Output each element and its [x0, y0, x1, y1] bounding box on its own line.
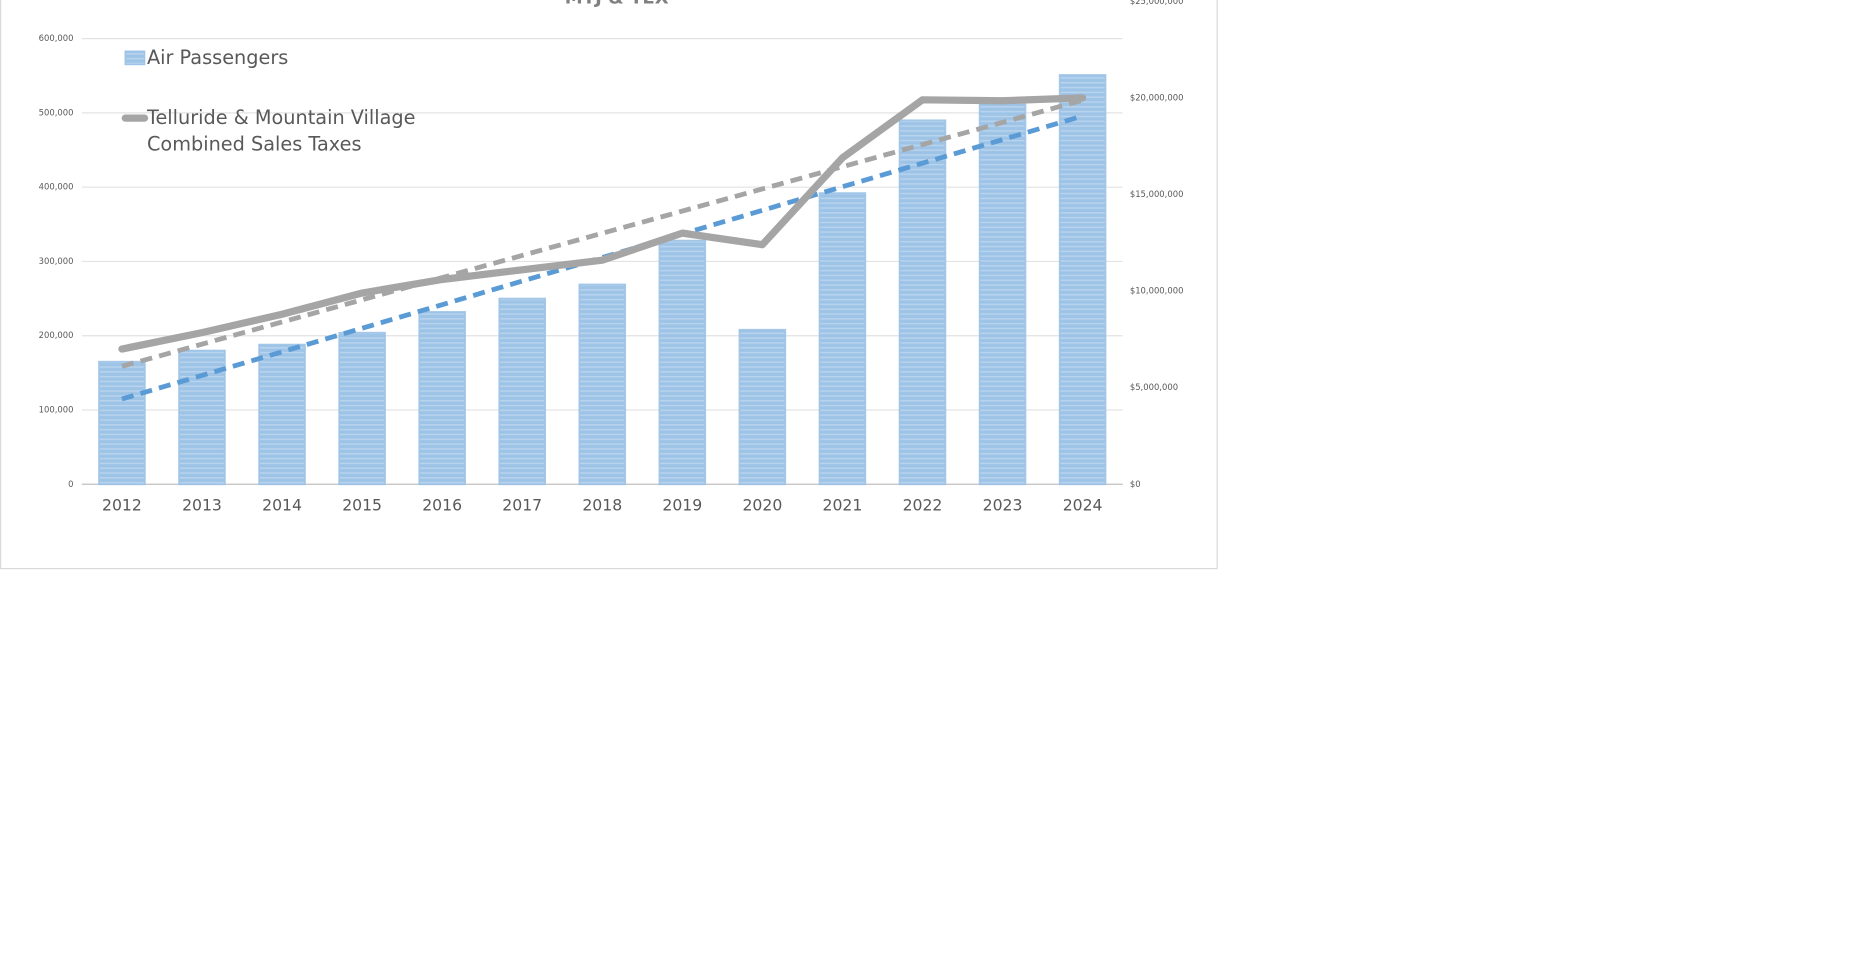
- bar: [578, 283, 627, 486]
- y-tick-label: 600,000: [39, 33, 74, 43]
- x-tick-label: 2015: [342, 495, 382, 514]
- bar: [498, 297, 546, 486]
- bar: [898, 119, 947, 486]
- legend-item: Air Passengers: [124, 45, 289, 69]
- x-tick-label: 2024: [1063, 495, 1103, 514]
- legend-label: Telluride & Mountain Village Combined Sa…: [146, 106, 416, 156]
- bar: [418, 311, 466, 486]
- x-tick-label: 2022: [903, 495, 943, 514]
- y-tick-label: 500,000: [39, 107, 74, 117]
- bar: [658, 239, 707, 486]
- x-tick-label: 2017: [502, 495, 542, 514]
- x-tick-label: 2019: [662, 495, 702, 514]
- legend-text: Air Passengers: [146, 45, 289, 69]
- x-tick-label: 2020: [742, 495, 782, 514]
- legend-text: Telluride & Mountain Village Combined Sa…: [146, 106, 416, 156]
- bar: [738, 328, 787, 486]
- bar: [978, 103, 1027, 486]
- legend-item: Telluride & Mountain Village Combined Sa…: [121, 106, 416, 156]
- y-tick-label: 0: [68, 479, 73, 489]
- y2-tick-label: $25,000,000: [1130, 0, 1184, 6]
- y2-tick-label: $20,000,000: [1130, 92, 1184, 102]
- bar: [338, 331, 386, 486]
- trendline: [121, 97, 1084, 369]
- bar: [98, 360, 146, 486]
- x-tick-label: 2018: [582, 495, 622, 514]
- bar: [1058, 74, 1107, 486]
- trendline: [121, 113, 1084, 402]
- x-tick-label: 2016: [422, 495, 462, 514]
- y2-tick-label: $10,000,000: [1130, 286, 1184, 296]
- y2-tick-label: $15,000,000: [1130, 189, 1184, 199]
- x-tick-label: 2021: [823, 495, 863, 514]
- bar: [258, 343, 306, 486]
- line: [118, 94, 1087, 353]
- x-tick-label: 2014: [262, 495, 302, 514]
- legend-label: Air Passengers: [146, 45, 289, 69]
- x-tick-label: 2013: [182, 495, 222, 514]
- legend-swatch: [124, 50, 146, 66]
- y2-tick-label: $5,000,000: [1130, 382, 1178, 392]
- y-tick-label: 200,000: [39, 330, 74, 340]
- y-tick-label: 300,000: [39, 256, 74, 266]
- y-tick-label: 400,000: [39, 182, 74, 192]
- x-tick-label: 2012: [102, 495, 142, 514]
- y-tick-label: 100,000: [39, 405, 74, 415]
- x-tick-label: 2023: [983, 495, 1023, 514]
- chart-title: MTJ & TEX: [565, 0, 669, 9]
- bar: [818, 192, 867, 486]
- y2-tick-label: $0: [1130, 479, 1141, 489]
